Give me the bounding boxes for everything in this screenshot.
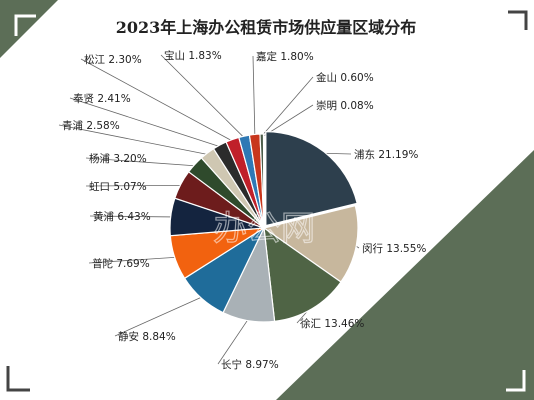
leader-line-10: [58, 124, 209, 156]
slice-label-13: 宝山 1.83%: [164, 49, 222, 62]
corner-bracket-bottom-left: [6, 366, 30, 392]
leader-line-8: [85, 184, 183, 187]
corner-bracket-top-left: [14, 14, 36, 36]
corner-triangle-top-left: [0, 0, 58, 58]
leader-line-9: [85, 157, 197, 167]
leader-line-1: [322, 152, 352, 155]
slice-label-4: 长宁 8.97%: [221, 358, 279, 371]
leader-line-14: [252, 55, 256, 137]
leader-line-11: [69, 97, 221, 148]
slice-labels: 浦东 21.19% 闵行 13.55% 徐汇 13.46% 长宁 8.97% 静安 8.…: [62, 49, 426, 371]
pie-slice-3: [263, 226, 342, 323]
slice-label-15: 金山 0.60%: [316, 71, 374, 84]
slice-label-3: 徐汇 13.46%: [300, 317, 364, 330]
pie-slice-2: [262, 204, 359, 283]
slice-label-12: 松江 2.30%: [84, 53, 142, 66]
slice-label-2: 闵行 13.55%: [362, 242, 426, 255]
leader-line-5: [114, 296, 203, 337]
pie-slice-1: [265, 131, 358, 227]
slice-label-5: 静安 8.84%: [118, 330, 176, 343]
slice-label-16: 崇明 0.08%: [316, 100, 374, 112]
leader-lines: [58, 54, 360, 365]
watermark-text: 办公网: [213, 209, 315, 249]
slice-label-8: 虹口 5.07%: [89, 181, 147, 193]
leader-line-6: [88, 256, 177, 264]
leader-line-4: [217, 318, 249, 365]
slice-label-1: 浦东 21.19%: [354, 148, 418, 161]
leader-line-12: [80, 58, 234, 142]
corner-triangle-bottom-right: [276, 150, 534, 400]
leader-line-16: [263, 104, 314, 137]
slice-label-10: 青浦 2.58%: [62, 119, 120, 132]
corner-bracket-bottom-right: [506, 370, 526, 392]
slice-label-11: 奉贤 2.41%: [73, 92, 131, 105]
slice-label-7: 黄浦 6.43%: [93, 210, 151, 223]
pie-slices: [169, 131, 359, 323]
leader-line-13: [160, 54, 245, 139]
slice-label-14: 嘉定 1.80%: [256, 50, 314, 63]
leader-line-15: [261, 76, 314, 137]
slice-label-9: 杨浦 3.20%: [89, 152, 147, 165]
corner-bracket-top-right: [508, 10, 528, 30]
watermark: 办公网: [212, 208, 315, 249]
chart-title: 2023年上海办公租赁市场供应量区域分布: [116, 18, 417, 37]
leader-line-7: [89, 215, 173, 218]
slice-label-6: 普陀 7.69%: [92, 257, 150, 270]
